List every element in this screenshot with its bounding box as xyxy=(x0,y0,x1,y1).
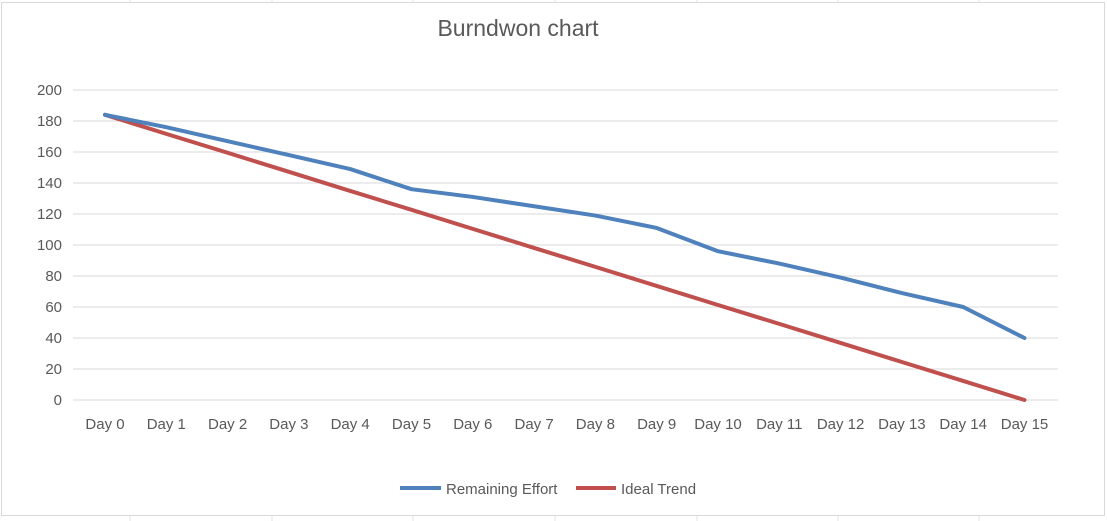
legend-label: Ideal Trend xyxy=(621,481,696,498)
y-axis-tick-labels: 0 20 40 60 80 100 120 140 160 180 200 xyxy=(37,82,62,409)
y-tick-label: 40 xyxy=(45,330,62,347)
x-axis-tick-labels: Day 0 Day 1 Day 2 Day 3 Day 4 Day 5 Day 6 Day 7… xyxy=(85,416,1048,433)
y-tick-label: 0 xyxy=(54,392,62,409)
x-tick-label: Day 1 xyxy=(147,416,186,433)
series-lines xyxy=(103,112,1027,402)
legend[interactable]: Remaining Effort Ideal Trend xyxy=(400,481,696,498)
y-tick-label: 140 xyxy=(37,175,62,192)
x-tick-label: Day 4 xyxy=(331,416,370,433)
x-tick-label: Day 10 xyxy=(694,416,742,433)
legend-label: Remaining Effort xyxy=(446,481,558,498)
y-tick-label: 180 xyxy=(37,113,62,130)
x-tick-label: Day 2 xyxy=(208,416,247,433)
x-tick-label: Day 11 xyxy=(756,416,802,433)
x-tick-label: Day 14 xyxy=(939,416,987,433)
x-tick-label: Day 0 xyxy=(85,416,124,433)
series-line-ideal-trend[interactable] xyxy=(103,112,1027,402)
y-tick-label: 160 xyxy=(37,144,62,161)
x-tick-label: Day 8 xyxy=(576,416,615,433)
x-tick-label: Day 15 xyxy=(1001,416,1049,433)
x-tick-label: Day 13 xyxy=(878,416,926,433)
y-tick-label: 200 xyxy=(37,82,62,99)
gridlines xyxy=(73,89,1058,401)
x-tick-label: Day 6 xyxy=(453,416,492,433)
y-tick-label: 100 xyxy=(37,237,62,254)
series-line-remaining-effort[interactable] xyxy=(103,112,1027,340)
x-tick-label: Day 12 xyxy=(817,416,865,433)
legend-item[interactable]: Ideal Trend xyxy=(576,481,696,498)
y-tick-label: 60 xyxy=(45,299,62,316)
x-tick-label: Day 3 xyxy=(269,416,308,433)
x-tick-label: Day 7 xyxy=(515,416,554,433)
legend-item[interactable]: Remaining Effort xyxy=(400,481,558,498)
x-tick-label: Day 9 xyxy=(637,416,676,433)
chart-title: Burndwon chart xyxy=(437,15,599,41)
burndown-chart[interactable]: Burndwon chart 0 20 40 60 80 100 120 140 160 180 2… xyxy=(2,3,1104,515)
x-tick-label: Day 5 xyxy=(392,416,431,433)
y-tick-label: 20 xyxy=(45,361,62,378)
y-tick-label: 120 xyxy=(37,206,62,223)
y-tick-label: 80 xyxy=(45,268,62,285)
